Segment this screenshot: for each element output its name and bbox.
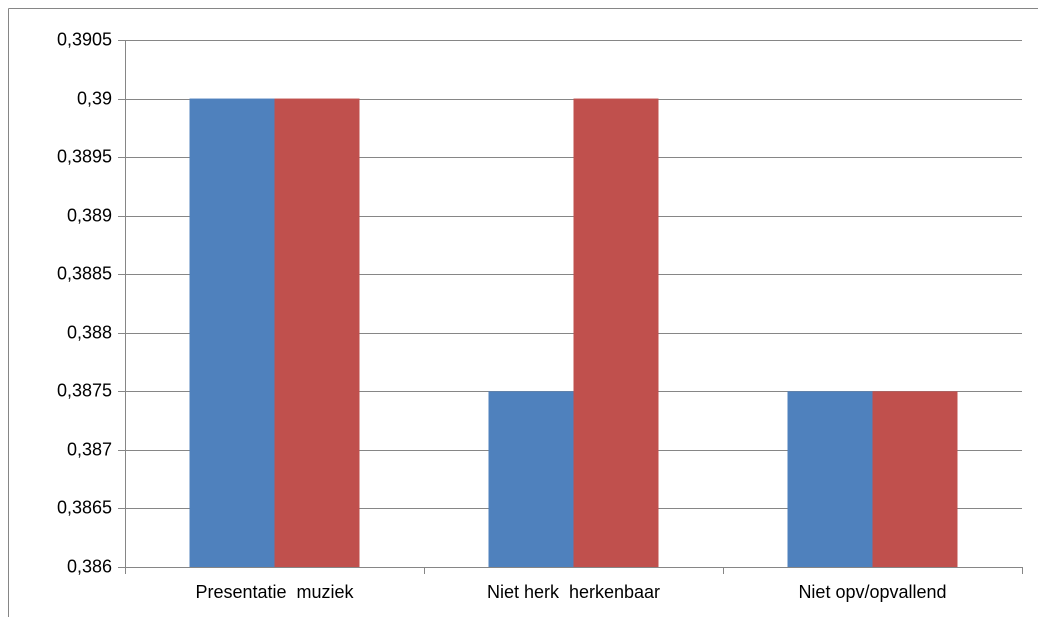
y-tick-label: 0,39 [77, 88, 112, 108]
y-tick-label: 0,387 [67, 439, 112, 459]
y-tick-label: 0,3905 [57, 29, 112, 49]
y-tick-label: 0,386 [67, 556, 112, 576]
y-tick-label: 0,3895 [57, 146, 112, 166]
y-tick-label: 0,3875 [57, 380, 112, 400]
bar [274, 98, 360, 568]
y-tick-label: 0,3865 [57, 497, 112, 517]
bar [488, 391, 574, 567]
y-tick-label: 0,3885 [57, 263, 112, 283]
x-tick-label: Niet opv/opvallend [798, 582, 946, 602]
bar [573, 98, 659, 568]
bar [787, 391, 873, 567]
y-tick-label: 0,389 [67, 205, 112, 225]
bar [189, 98, 275, 568]
x-tick-label: Niet herk herkenbaar [487, 582, 660, 602]
x-tick-label: Presentatie muziek [195, 582, 354, 602]
bar [872, 391, 958, 567]
y-tick-label: 0,388 [67, 322, 112, 342]
